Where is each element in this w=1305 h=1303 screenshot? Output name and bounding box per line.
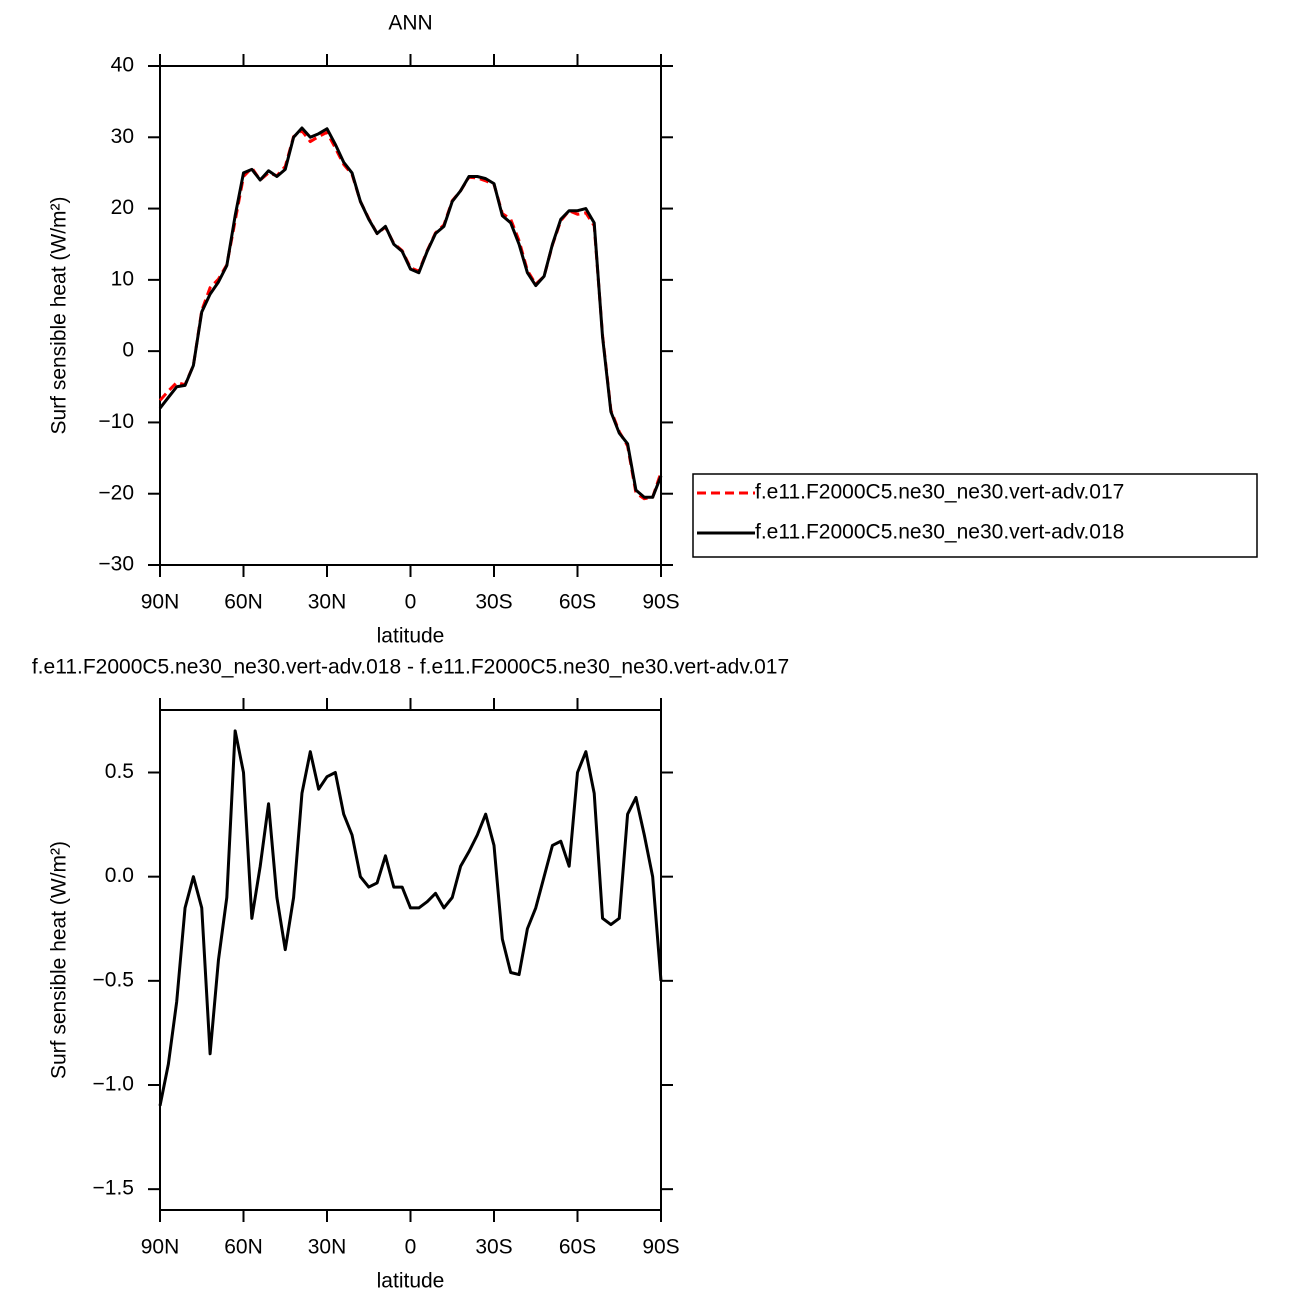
- y-tick-label: 40: [111, 54, 134, 77]
- data-line: [158, 126, 663, 499]
- x-tick-label: 90N: [141, 1236, 180, 1259]
- x-tick-label: 60N: [224, 1236, 263, 1259]
- plot-frame: [159, 709, 662, 1211]
- x-tick-label: 30N: [308, 1236, 347, 1259]
- y-tick-label: −0.5: [93, 968, 134, 991]
- y-tick-label: 0.5: [105, 760, 134, 783]
- x-tick-label: 0: [405, 1236, 417, 1259]
- y-tick-label: 30: [111, 125, 134, 148]
- x-tick-label: 0: [405, 591, 417, 614]
- x-axis-label: latitude: [377, 625, 445, 648]
- y-tick-label: 20: [111, 196, 134, 219]
- y-tick-label: −10: [98, 410, 134, 433]
- y-tick-label: 0: [122, 339, 134, 362]
- x-tick-label: 30S: [475, 591, 512, 614]
- x-axis-label: latitude: [377, 1270, 445, 1293]
- x-tick-label: 90N: [141, 591, 180, 614]
- x-tick-label: 60S: [559, 1236, 596, 1259]
- y-tick-label: −20: [98, 481, 134, 504]
- legend-box: [692, 473, 1258, 558]
- x-tick-label: 60N: [224, 591, 263, 614]
- x-tick-label: 90S: [642, 1236, 679, 1259]
- x-tick-label: 60S: [559, 591, 596, 614]
- plot-frame: [159, 65, 662, 566]
- legend-label: f.e11.F2000C5.ne30_ne30.vert-adv.018: [755, 521, 1124, 544]
- x-tick-label: 30S: [475, 1236, 512, 1259]
- y-tick-label: −1.5: [93, 1177, 134, 1200]
- data-line: [158, 729, 663, 1107]
- y-tick-label: 10: [111, 267, 134, 290]
- x-tick-label: 30N: [308, 591, 347, 614]
- x-tick-label: 90S: [642, 591, 679, 614]
- chart-title: ANN: [388, 12, 432, 35]
- y-axis-label: Surf sensible heat (W/m²): [48, 196, 71, 434]
- y-tick-label: −1.0: [93, 1073, 134, 1096]
- y-tick-label: 0.0: [105, 864, 134, 887]
- y-tick-label: −30: [98, 553, 134, 576]
- legend-label: f.e11.F2000C5.ne30_ne30.vert-adv.017: [755, 481, 1124, 504]
- data-line: [158, 129, 663, 501]
- y-axis-label: Surf sensible heat (W/m²): [48, 841, 71, 1079]
- chart-title: f.e11.F2000C5.ne30_ne30.vert-adv.018 - f…: [32, 656, 789, 679]
